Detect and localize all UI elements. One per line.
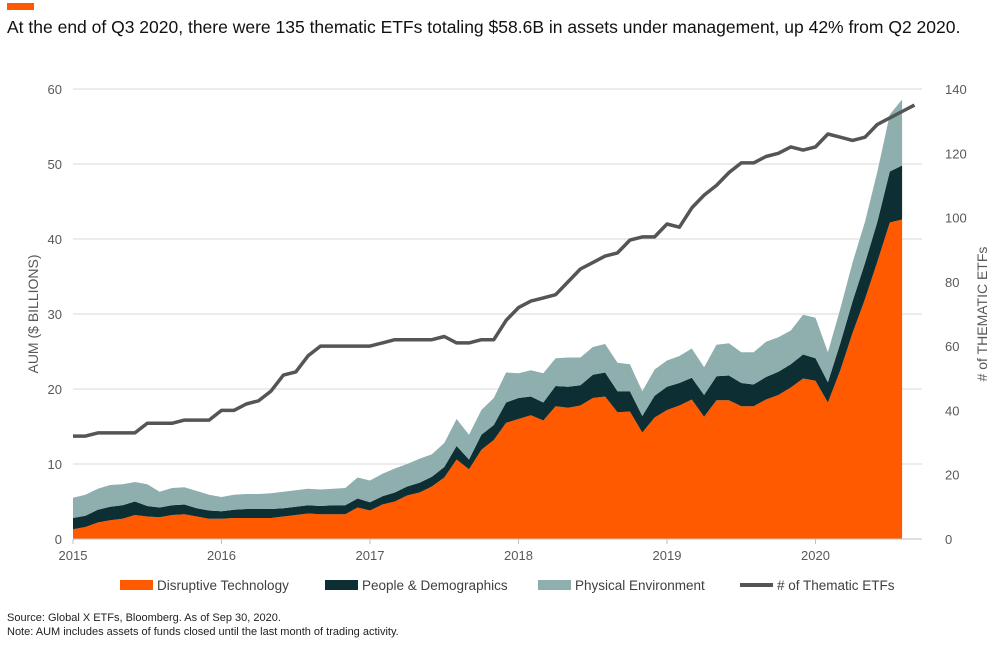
legend-item: Disruptive Technology [120,578,289,593]
y2-tick-label: 40 [945,403,959,418]
x-tick-label: 2017 [356,548,385,563]
line-thematic-etf-count [73,103,916,438]
x-tick-label: 2019 [653,548,682,563]
area-series [73,99,903,539]
headline: At the end of Q3 2020, there were 135 th… [7,17,961,37]
y-tick-label: 50 [48,157,62,172]
area-disruptive-technology [73,219,903,539]
axes: 0 10 20 30 40 50 60 0 20 40 60 80 100 120 140 2015 2016 2… [25,82,990,563]
y2-tick-label: 60 [945,339,959,354]
y2-tick-label: 80 [945,275,959,290]
legend-swatch [120,580,153,590]
y-tick-label: 30 [48,307,62,322]
source-note: Source: Global X ETFs, Bloomberg. As of … [7,612,281,624]
y-tick-label: 0 [55,532,62,547]
y-tick-label: 60 [48,82,62,97]
y-axis-title: AUM ($ BILLIONS) [25,254,41,373]
legend-item: Physical Environment [538,578,705,593]
legend: Disruptive Technology People & Demographi… [120,578,895,593]
legend-item: # of Thematic ETFs [740,578,895,593]
x-tick-label: 2018 [504,548,533,563]
line-series [73,103,916,438]
footnotes: Source: Global X ETFs, Bloomberg. As of … [7,611,399,639]
y2-axis-title: # of THEMATIC ETFs [974,247,990,382]
legend-item: People & Demographics [325,578,508,593]
chart: 0 10 20 30 40 50 60 0 20 40 60 80 100 120 140 2015 2016 2… [25,82,990,593]
y2-tick-label: 140 [945,82,967,97]
legend-swatch [538,580,571,590]
legend-swatch [325,580,358,590]
legend-label: People & Demographics [362,578,508,593]
y-tick-label: 20 [48,382,62,397]
legend-label: # of Thematic ETFs [777,578,895,593]
note: Note: AUM includes assets of funds close… [7,626,399,638]
y2-tick-label: 100 [945,211,967,226]
legend-label: Disruptive Technology [157,578,289,593]
x-tick-label: 2016 [207,548,236,563]
y-tick-label: 40 [48,232,62,247]
y2-tick-label: 0 [945,532,952,547]
legend-label: Physical Environment [575,578,705,593]
x-tick-label: 2020 [801,548,830,563]
x-tick-label: 2015 [59,548,88,563]
y2-tick-label: 20 [945,468,959,483]
y-tick-label: 10 [48,457,62,472]
accent-bar [7,3,34,10]
y2-tick-label: 120 [945,146,967,161]
